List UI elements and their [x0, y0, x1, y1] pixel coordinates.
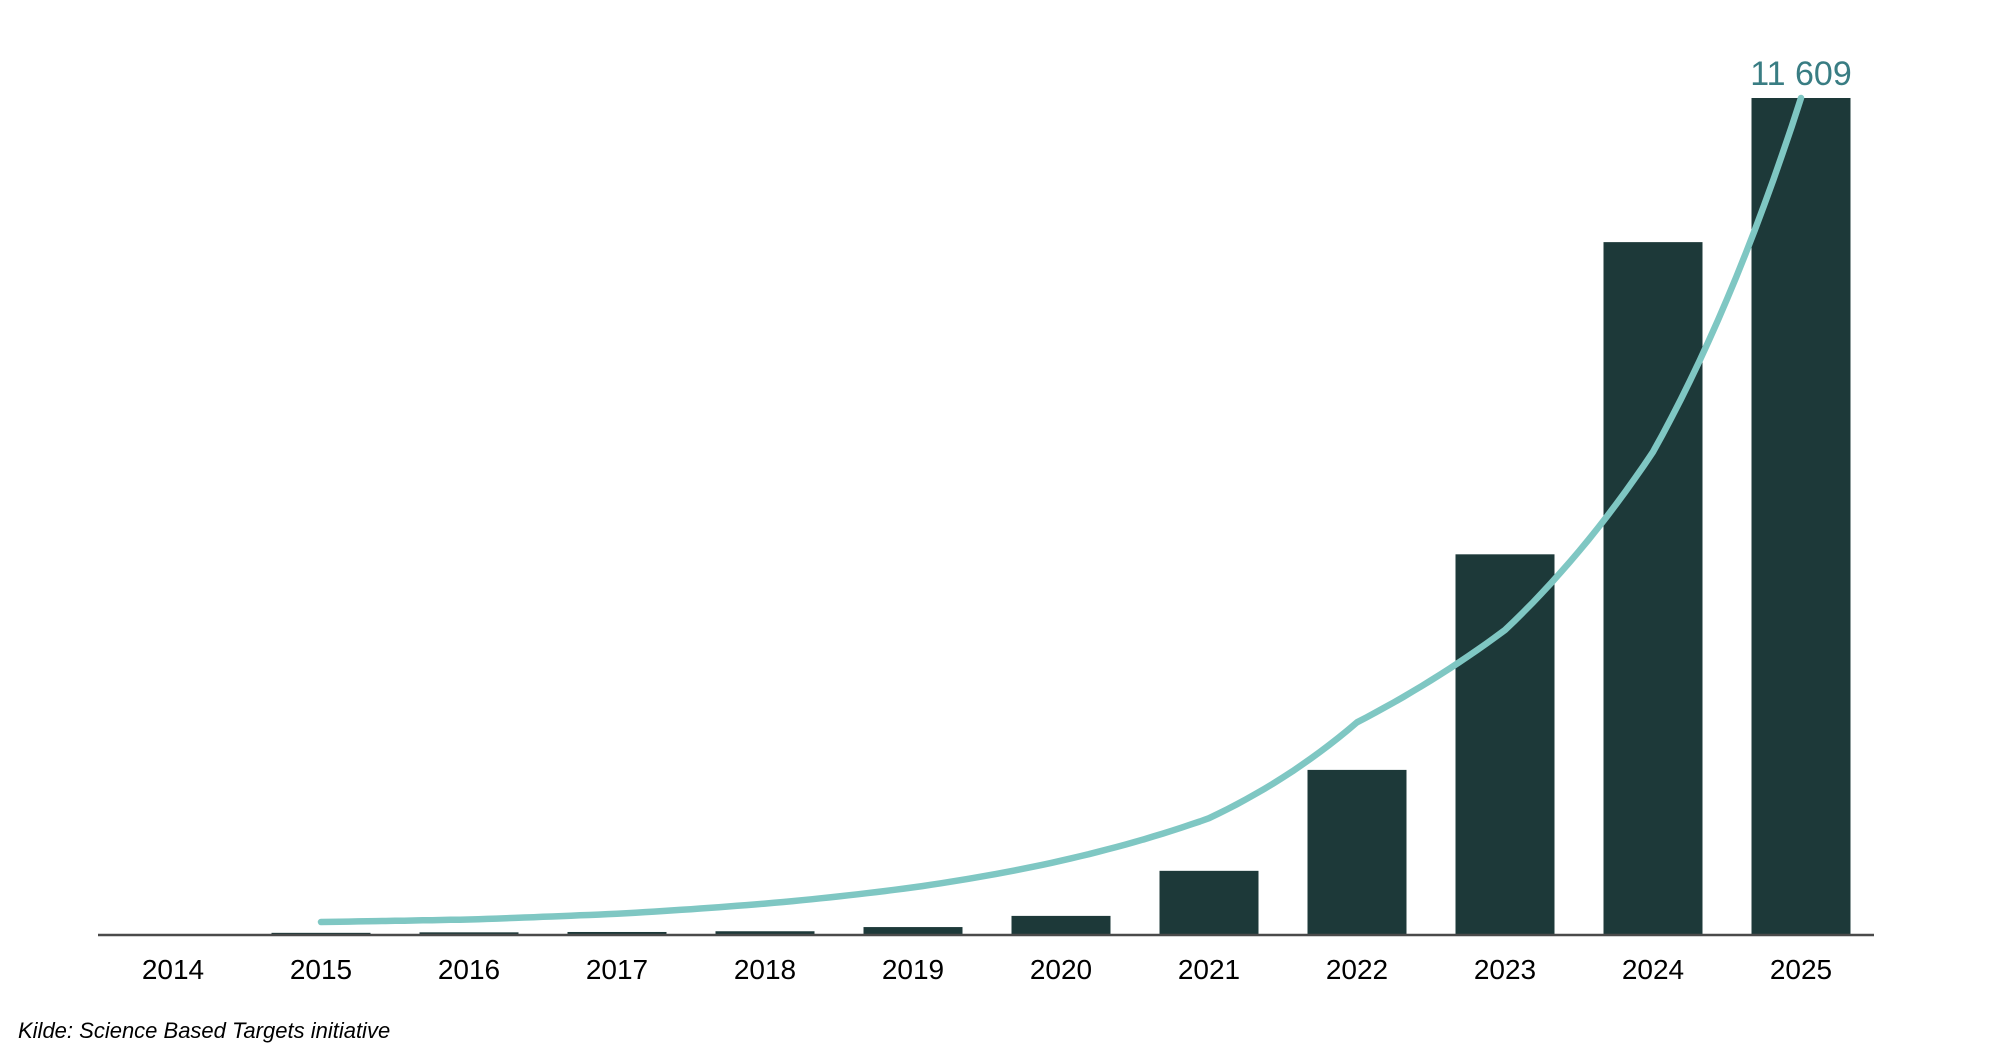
bar-2023 — [1455, 554, 1555, 935]
bar-2021 — [1159, 870, 1259, 935]
bar-2024 — [1603, 242, 1703, 936]
bar-2016 — [419, 932, 519, 935]
source-note: Kilde: Science Based Targets initiative — [18, 1018, 391, 1043]
x-axis-label-2016: 2016 — [438, 954, 500, 985]
bar-2019 — [863, 927, 963, 935]
x-axis-label-2018: 2018 — [734, 954, 796, 985]
trend-line — [317, 94, 1805, 926]
x-axis-label-2019: 2019 — [882, 954, 944, 985]
bar-2025 — [1751, 98, 1851, 935]
x-axis-label-2020: 2020 — [1030, 954, 1092, 985]
x-axis-label-2014: 2014 — [142, 954, 204, 985]
x-axis-label-2021: 2021 — [1178, 954, 1240, 985]
bar-2018 — [715, 931, 815, 935]
bar-2020 — [1011, 915, 1111, 935]
x-axis-label-2025: 2025 — [1770, 954, 1832, 985]
x-axis-label-2024: 2024 — [1622, 954, 1684, 985]
bar-2022 — [1307, 769, 1407, 935]
x-axis-label-2022: 2022 — [1326, 954, 1388, 985]
x-axis-label-2017: 2017 — [586, 954, 648, 985]
bar-2017 — [567, 931, 667, 935]
x-axis-label-2015: 2015 — [290, 954, 352, 985]
x-axis-label-2023: 2023 — [1474, 954, 1536, 985]
value-label: 11 609 — [1750, 55, 1851, 93]
